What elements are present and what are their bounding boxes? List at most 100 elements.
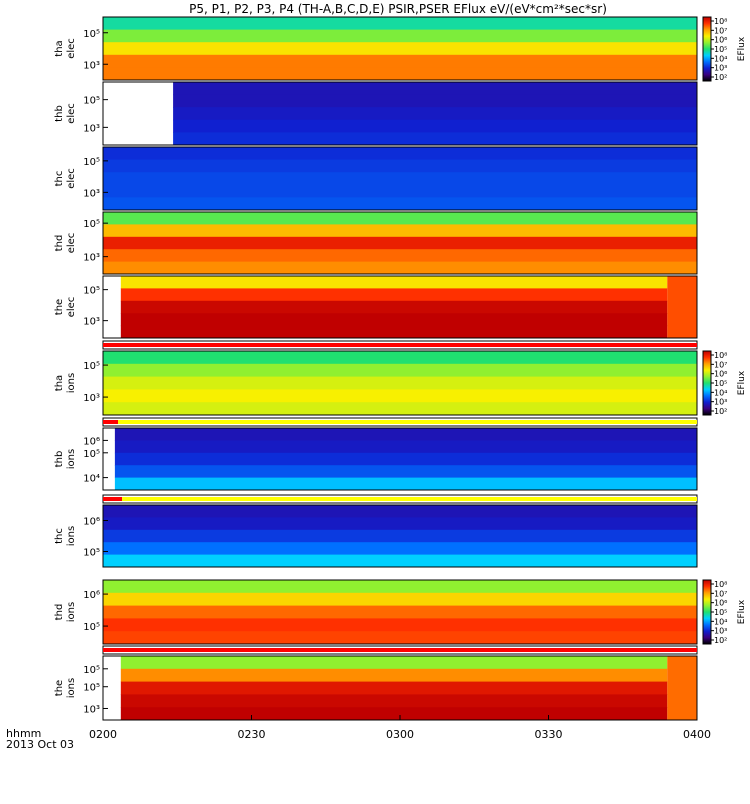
spectrogram-band: [120, 707, 668, 721]
colorbar-tick-label: 10⁴: [714, 388, 727, 397]
spectrogram-band: [173, 119, 698, 133]
colorbar-label: EFlux: [737, 599, 747, 624]
colorbar-tick-label: 10³: [714, 398, 727, 407]
y-tick-label: 10³: [83, 60, 100, 71]
colorbar-scale: [702, 350, 712, 416]
panel-thc-ions: 10⁶ 10⁵ thc ions: [54, 504, 698, 568]
time-axis: hhmm 2013 Oct 03 0200 0230 0300 0330 0400: [6, 715, 711, 751]
colorbar-tick-label: 10⁵: [714, 608, 727, 617]
y-tick-label: 10⁵: [83, 286, 100, 297]
y-tick-label: 10⁵: [83, 29, 100, 40]
spectrogram-band: [120, 313, 668, 327]
panel-label-probe: tha: [54, 40, 65, 56]
spectrogram-band: [103, 389, 697, 403]
panel-label-species: elec: [66, 103, 77, 124]
y-tick-label: 10³: [83, 317, 100, 328]
spectrogram-tail: [667, 656, 697, 720]
y-tick-label: 10⁵: [83, 96, 100, 107]
spectrogram-band: [103, 402, 697, 416]
flag-bar-red: [103, 497, 122, 501]
y-tick-label: 10⁵: [83, 665, 100, 676]
colorbar-tick-label: 10⁸: [714, 351, 727, 360]
spectrogram-band: [103, 631, 697, 645]
spectrogram-band: [103, 197, 697, 211]
y-tick-label: 10³: [83, 123, 100, 134]
spectrogram-band: [173, 132, 698, 146]
panel-label-probe: thb: [54, 105, 65, 122]
panel-label-species: elec: [66, 168, 77, 189]
spectrogram-band: [103, 184, 697, 198]
panel-label-species: elec: [66, 233, 77, 254]
y-tick-label: 10⁵: [83, 449, 100, 460]
panel-frame: [102, 350, 698, 416]
spectrogram-band: [103, 351, 697, 365]
panel-frame: [102, 275, 698, 339]
spectrogram-tail: [667, 276, 697, 338]
flag-bar-red: [103, 648, 697, 652]
colorbar-tick-label: 10⁷: [714, 360, 727, 369]
flag-bar-yellow: [122, 497, 697, 501]
flag-bar-yellow: [118, 420, 697, 424]
panel-label-species: elec: [66, 297, 77, 318]
panel-frame: [102, 211, 698, 275]
colorbar-scale: [702, 16, 712, 82]
spectrogram-band: [103, 580, 697, 594]
x-tick-label: 0400: [683, 728, 711, 741]
flag-bar-red: [103, 343, 697, 347]
spectrogram-band: [103, 236, 697, 250]
time-axis-label: hhmm: [6, 727, 41, 740]
x-tick-label: 0200: [89, 728, 117, 741]
panel-thc-elec: 10⁵ 10³ thc elec: [54, 146, 698, 211]
colorbar-tick-label: 10³: [714, 64, 727, 73]
spectrogram-band: [120, 276, 668, 289]
spectrogram-band: [103, 249, 697, 263]
spectrogram-band: [103, 554, 697, 568]
panel-frame: [102, 81, 698, 146]
colorbar-tick-label: 10⁸: [714, 17, 727, 26]
spectrogram-band: [120, 681, 668, 695]
quality-flags: [102, 340, 698, 655]
panel-the-ions: 10⁵ 10⁵ 10³ the ions: [54, 655, 698, 721]
spectrogram-band: [103, 224, 697, 238]
y-tick-label: 10⁵: [83, 548, 100, 559]
panel-label-probe: thb: [54, 451, 65, 468]
colorbar-tick-label: 10²: [714, 407, 727, 416]
spectrogram-band: [103, 529, 697, 543]
y-tick-label: 10⁶: [83, 436, 100, 447]
spectrogram-band: [173, 82, 698, 96]
spectrogram-band: [120, 288, 668, 302]
colorbar-tick-label: 10⁶: [714, 599, 727, 608]
panel-label-probe: thc: [54, 528, 65, 544]
x-tick-label: 0330: [535, 728, 563, 741]
spectrogram-band: [114, 465, 697, 479]
colorbar-tick-label: 10²: [714, 73, 727, 82]
y-tick-label: 10³: [83, 188, 100, 199]
spectrogram-band: [120, 300, 668, 314]
y-tick-label: 10⁵: [83, 219, 100, 230]
panel-tha-elec: 10⁵ 10³ tha elec: [54, 16, 698, 81]
time-axis-date: 2013 Oct 03: [6, 738, 74, 751]
spectrogram-band: [173, 107, 698, 121]
colorbar-tick-label: 10⁵: [714, 45, 727, 54]
colorbar-scale: [702, 579, 712, 645]
spectrogram-band: [114, 440, 697, 454]
panel-tha-ions: 10⁵ 10³ tha ions: [54, 350, 698, 416]
spectrogram-band: [103, 363, 697, 378]
y-tick-label: 10³: [83, 253, 100, 264]
x-tick-label: 0230: [238, 728, 266, 741]
y-tick-label: 10⁶: [83, 590, 100, 601]
y-tick-label: 10⁵: [83, 361, 100, 372]
panel-frame: [102, 504, 698, 568]
panel-label-species: ions: [66, 373, 77, 393]
y-tick-label: 10³: [83, 704, 100, 715]
colorbar-tick-label: 10⁴: [714, 617, 727, 626]
spectrogram-band: [103, 17, 697, 31]
panel-thd-ions: 10⁶ 10⁵ thd ions: [54, 579, 698, 645]
colorbar-tick-label: 10⁷: [714, 589, 727, 598]
panel-label-species: ions: [66, 602, 77, 622]
spectrogram-band: [103, 42, 697, 56]
